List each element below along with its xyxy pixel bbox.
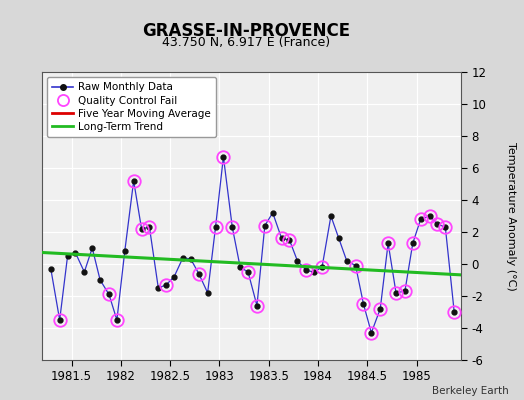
Y-axis label: Temperature Anomaly (°C): Temperature Anomaly (°C)	[506, 142, 516, 290]
Legend: Raw Monthly Data, Quality Control Fail, Five Year Moving Average, Long-Term Tren: Raw Monthly Data, Quality Control Fail, …	[47, 77, 216, 137]
Text: GRASSE-IN-PROVENCE: GRASSE-IN-PROVENCE	[142, 22, 351, 40]
Text: Berkeley Earth: Berkeley Earth	[432, 386, 508, 396]
Text: 43.750 N, 6.917 E (France): 43.750 N, 6.917 E (France)	[162, 36, 330, 49]
